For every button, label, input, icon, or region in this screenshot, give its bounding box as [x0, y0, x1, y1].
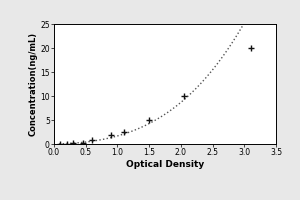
Y-axis label: Concentration(ng/mL): Concentration(ng/mL) [28, 32, 38, 136]
X-axis label: Optical Density: Optical Density [126, 160, 204, 169]
